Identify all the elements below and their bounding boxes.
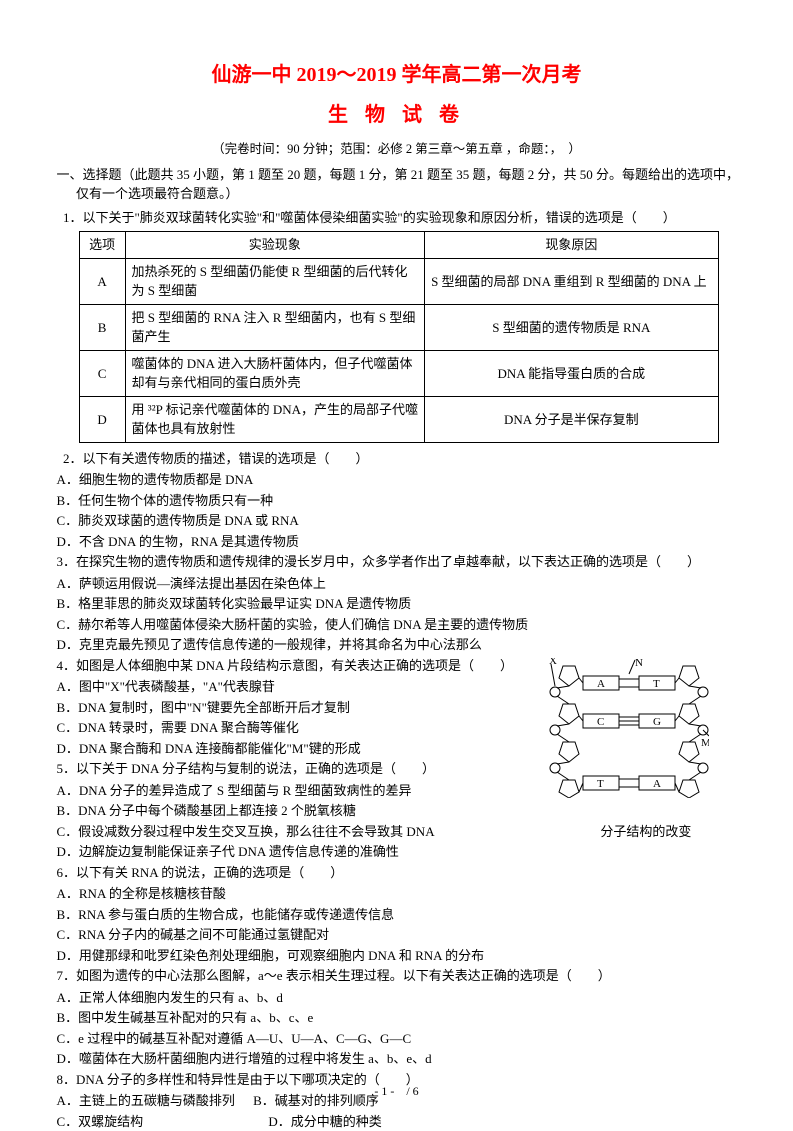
q6-stem: 6．以下有关 RNA 的说法，正确的选项是（ ） [50,863,743,883]
q4-opt-a: A．图中"X"代表磷酸基，"A"代表腺苷 [50,677,743,697]
table-row: D 用 ³²P 标记亲代噬菌体的 DNA，产生的局部子代噬菌体也具有放射性 DN… [79,396,718,442]
q5-opt-a: A．DNA 分子的差异造成了 S 型细菌与 R 型细菌致病性的差异 [50,781,743,801]
q1-phen: 噬菌体的 DNA 进入大肠杆菌体内，但子代噬菌体却有与亲代相同的蛋白质外壳 [125,350,425,396]
q1-stem: 1．以下关于"肺炎双球菌转化实验"和"噬菌体侵染细菌实验"的实验现象和原因分析，… [50,208,743,228]
q7-opt-d: D．噬菌体在大肠杆菌细胞内进行增殖的过程中将发生 a、b、e、d [50,1049,743,1069]
q1-th-reason: 现象原因 [425,232,719,259]
q1-th-phen: 实验现象 [125,232,425,259]
q1-opt: A [79,258,125,304]
q7-opt-c: C．e 过程中的碱基互补配对遵循 A—U、U—A、C—G、G—C [50,1029,743,1049]
q5-opt-d: D．边解旋边复制能保证亲子代 DNA 遗传信息传递的准确性 [50,842,743,862]
table-row: B 把 S 型细菌的 RNA 注入 R 型细菌内，也有 S 型细菌产生 S 型细… [79,304,718,350]
q1-reason: S 型细菌的遗传物质是 RNA [425,304,719,350]
q1-reason: DNA 分子是半保存复制 [425,396,719,442]
page-number: - 1 - / 6 [0,1082,793,1100]
q2-opt-b: B．任何生物个体的遗传物质只有一种 [50,491,743,511]
q2-opt-d: D．不含 DNA 的生物，RNA 是其遗传物质 [50,532,743,552]
q7-opt-b: B．图中发生碱基互补配对的只有 a、b、c、e [50,1008,743,1028]
q1-phen: 把 S 型细菌的 RNA 注入 R 型细菌内，也有 S 型细菌产生 [125,304,425,350]
q8-opt-d: D．成分中糖的种类 [268,1114,381,1129]
q4-opt-b: B．DNA 复制时，图中"N"键要先全部断开后才复制 [50,698,743,718]
q1-reason: DNA 能指导蛋白质的合成 [425,350,719,396]
q3-opt-a: A．萨顿运用假说—演绎法提出基因在染色体上 [50,574,743,594]
q8-opts-row2: C．双螺旋结构 D．成分中糖的种类 [50,1112,743,1131]
q6-opt-b: B．RNA 参与蛋白质的生物合成，也能储存或传递遗传信息 [50,905,743,925]
exam-info: （完卷时间：90 分钟；范围：必修 2 第三章～第五章 ，命题：， ） [50,140,743,159]
page-title-sub: 生 物 试 卷 [50,100,743,130]
q3-opt-b: B．格里菲思的肺炎双球菌转化实验最早证实 DNA 是遗传物质 [50,594,743,614]
q6-opt-c: C．RNA 分子内的碱基之间不可能通过氢键配对 [50,925,743,945]
q2-stem: 2．以下有关遗传物质的描述，错误的选项是（ ） [50,449,743,469]
table-row: A 加热杀死的 S 型细菌仍能使 R 型细菌的后代转化为 S 型细菌 S 型细菌… [79,258,718,304]
q4-opt-c: C．DNA 转录时，需要 DNA 聚合酶等催化 [50,718,743,738]
q6-opt-d: D．用健那绿和吡罗红染色剂处理细胞，可观察细胞内 DNA 和 RNA 的分布 [50,946,743,966]
q2-opt-a: A．细胞生物的遗传物质都是 DNA [50,470,743,490]
q5-opt-b: B．DNA 分子中每个磷酸基团上都连接 2 个脱氧核糖 [50,801,743,821]
q5-opt-c-text: C．假设减数分裂过程中发生交叉互换，那么往往不会导致其 DNA [57,824,434,839]
q2-opt-c: C．肺炎双球菌的遗传物质是 DNA 或 RNA [50,511,743,531]
q1-th-opt: 选项 [79,232,125,259]
q1-table: 选项 实验现象 现象原因 A 加热杀死的 S 型细菌仍能使 R 型细菌的后代转化… [79,231,719,443]
q7-opt-a: A．正常人体细胞内发生的只有 a、b、d [50,988,743,1008]
q7-stem: 7．如图为遗传的中心法那么图解，a～e 表示相关生理过程。以下有关表达正确的选项… [50,966,743,986]
q3-stem: 3．在探究生物的遗传物质和遗传规律的漫长岁月中，众多学者作出了卓越奉献，以下表达… [50,552,743,572]
q5-opt-c: C．假设减数分裂过程中发生交叉互换，那么往往不会导致其 DNA 分子结构的改变 [50,822,743,842]
q4-stem: 4．如图是人体细胞中某 DNA 片段结构示意图，有关表达正确的选项是（ ） [50,656,743,676]
q1-opt: C [79,350,125,396]
q1-phen: 加热杀死的 S 型细菌仍能使 R 型细菌的后代转化为 S 型细菌 [125,258,425,304]
q1-reason: S 型细菌的局部 DNA 重组到 R 型细菌的 DNA 上 [425,258,719,304]
q3-opt-c: C．赫尔希等人用噬菌体侵染大肠杆菌的实验，使人们确信 DNA 是主要的遗传物质 [50,615,743,635]
q1-opt: D [79,396,125,442]
q5-note-right: 分子结构的改变 [600,824,691,839]
q3-opt-d: D．克里克最先预见了遗传信息传递的一般规律，并将其命名为中心法那么 [50,635,743,655]
q8-opt-c: C．双螺旋结构 [57,1114,144,1129]
q1-opt: B [79,304,125,350]
q4-opt-d: D．DNA 聚合酶和 DNA 连接酶都能催化"M"键的形成 [50,739,743,759]
page-title-main: 仙游一中 2019～2019 学年高二第一次月考 [50,60,743,90]
q6-opt-a: A．RNA 的全称是核糖核苷酸 [50,884,743,904]
q5-stem: 5．以下关于 DNA 分子结构与复制的说法，正确的选项是（ ） [50,759,743,779]
q1-phen: 用 ³²P 标记亲代噬菌体的 DNA，产生的局部子代噬菌体也具有放射性 [125,396,425,442]
table-row: C 噬菌体的 DNA 进入大肠杆菌体内，但子代噬菌体却有与亲代相同的蛋白质外壳 … [79,350,718,396]
section-heading: 一、选择题（此题共 35 小题，第 1 题至 20 题，每题 1 分，第 21 … [50,165,743,204]
